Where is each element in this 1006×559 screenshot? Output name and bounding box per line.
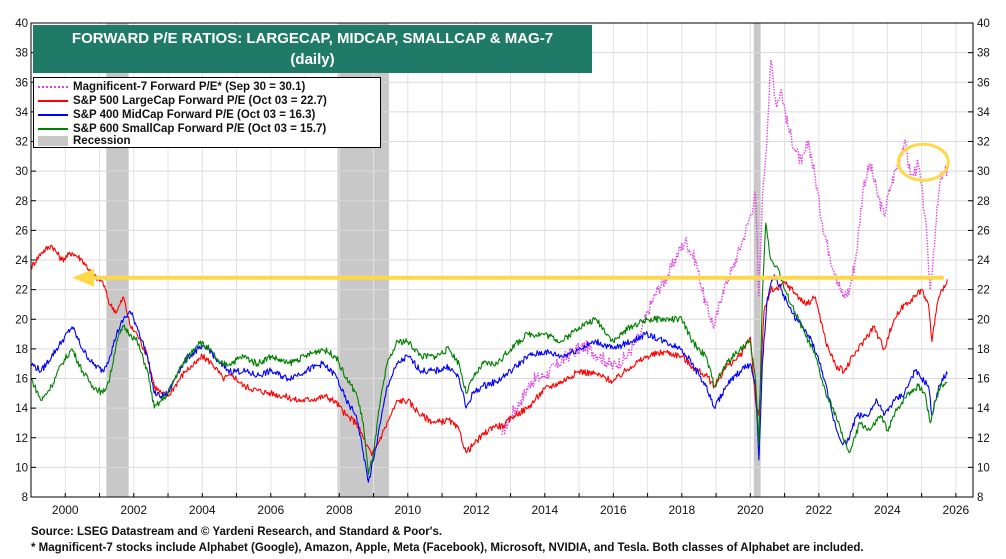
y-tick-label-left: 18 xyxy=(15,344,28,356)
y-tick-label-left: 10 xyxy=(15,462,28,474)
y-tick-label-left: 34 xyxy=(15,107,28,119)
y-tick-label-right: 12 xyxy=(977,433,990,445)
legend: Magnificent-7 Forward P/E* (Sep 30 = 30.… xyxy=(33,77,381,148)
legend-label-sp500: S&P 500 LargeCap Forward P/E (Oct 03 = 2… xyxy=(73,95,327,107)
legend-label-sp600: S&P 600 SmallCap Forward P/E (Oct 03 = 1… xyxy=(73,123,327,135)
x-tick-label-2026: 2026 xyxy=(943,503,970,517)
y-tick-label-left: 30 xyxy=(15,166,28,178)
legend-item-sp600: S&P 600 SmallCap Forward P/E (Oct 03 = 1… xyxy=(38,122,326,136)
y-tick-label-right: 40 xyxy=(977,18,990,30)
y-tick-label-right: 28 xyxy=(977,196,990,208)
annotation-arrow-head xyxy=(72,268,95,287)
x-tick-label-2024: 2024 xyxy=(874,503,901,517)
y-tick-label-left: 32 xyxy=(15,137,28,149)
y-tick-label-left: 38 xyxy=(15,48,28,60)
legend-swatch-recession xyxy=(38,136,68,146)
series-lines xyxy=(30,59,948,483)
x-tick-label-2006: 2006 xyxy=(257,503,284,517)
legend-swatch-sp600 xyxy=(38,128,68,130)
legend-item-sp400: S&P 400 MidCap Forward P/E (Oct 03 = 16.… xyxy=(38,108,315,122)
x-tick-label-2018: 2018 xyxy=(668,503,695,517)
legend-label-sp400: S&P 400 MidCap Forward P/E (Oct 03 = 16.… xyxy=(73,109,316,121)
series-line-3 xyxy=(30,222,948,476)
y-tick-label-right: 10 xyxy=(977,462,990,474)
footer-source: Source: LSEG Datastream and © Yardeni Re… xyxy=(31,526,443,538)
y-tick-label-left: 24 xyxy=(15,255,28,267)
y-tick-label-left: 40 xyxy=(15,18,28,30)
x-tick-label-2020: 2020 xyxy=(737,503,764,517)
y-tick-label-right: 36 xyxy=(977,77,990,89)
y-tick-label-left: 8 xyxy=(22,492,28,504)
y-tick-label-right: 18 xyxy=(977,344,990,356)
legend-swatch-sp400 xyxy=(38,114,68,116)
annotation-circle xyxy=(896,142,950,182)
y-tick-label-right: 22 xyxy=(977,285,990,297)
y-tick-label-right: 8 xyxy=(977,492,983,504)
y-tick-label-left: 14 xyxy=(15,403,28,415)
y-tick-label-right: 34 xyxy=(977,107,990,119)
legend-swatch-mag7 xyxy=(38,86,68,88)
y-tick-label-right: 26 xyxy=(977,225,990,237)
y-tick-label-right: 20 xyxy=(977,314,990,326)
y-tick-label-right: 30 xyxy=(977,166,990,178)
series-line-1 xyxy=(30,244,948,457)
y-tick-label-right: 14 xyxy=(977,403,990,415)
x-tick-label-2010: 2010 xyxy=(394,503,421,517)
x-tick-label-2008: 2008 xyxy=(326,503,353,517)
y-tick-label-left: 36 xyxy=(15,77,28,89)
y-tick-label-left: 22 xyxy=(15,285,28,297)
series-line-0 xyxy=(501,59,948,436)
x-tick-label-2016: 2016 xyxy=(600,503,627,517)
legend-item-recession: Recession xyxy=(38,134,131,148)
chart-title: FORWARD P/E RATIOS: LARGECAP, MIDCAP, SM… xyxy=(71,30,554,47)
x-tick-label-2002: 2002 xyxy=(120,503,147,517)
legend-item-sp500: S&P 500 LargeCap Forward P/E (Oct 03 = 2… xyxy=(38,94,327,108)
y-tick-label-left: 20 xyxy=(15,314,28,326)
legend-label-recession: Recession xyxy=(73,135,131,147)
legend-swatch-sp500 xyxy=(38,100,68,102)
x-tick-label-2004: 2004 xyxy=(189,503,216,517)
annotations xyxy=(72,142,950,287)
y-tick-label-left: 12 xyxy=(15,433,28,445)
y-tick-label-right: 32 xyxy=(977,137,990,149)
x-tick-label-2000: 2000 xyxy=(52,503,79,517)
y-tick-label-left: 26 xyxy=(15,225,28,237)
chart-title-box: FORWARD P/E RATIOS: LARGECAP, MIDCAP, SM… xyxy=(33,25,592,73)
legend-item-mag7: Magnificent-7 Forward P/E* (Sep 30 = 30.… xyxy=(38,80,305,94)
chart-subtitle: (daily) xyxy=(290,51,335,68)
x-tick-label-2014: 2014 xyxy=(531,503,558,517)
y-tick-label-left: 28 xyxy=(15,196,28,208)
x-tick-label-2022: 2022 xyxy=(806,503,833,517)
y-tick-label-right: 38 xyxy=(977,48,990,60)
x-tick-label-2012: 2012 xyxy=(463,503,490,517)
legend-label-mag7: Magnificent-7 Forward P/E* (Sep 30 = 30.… xyxy=(73,81,306,93)
y-tick-label-left: 16 xyxy=(15,374,28,386)
y-tick-label-right: 24 xyxy=(977,255,990,267)
gridlines xyxy=(30,23,973,497)
footer-note: * Magnificent-7 stocks include Alphabet … xyxy=(31,542,864,554)
y-tick-label-right: 16 xyxy=(977,374,990,386)
